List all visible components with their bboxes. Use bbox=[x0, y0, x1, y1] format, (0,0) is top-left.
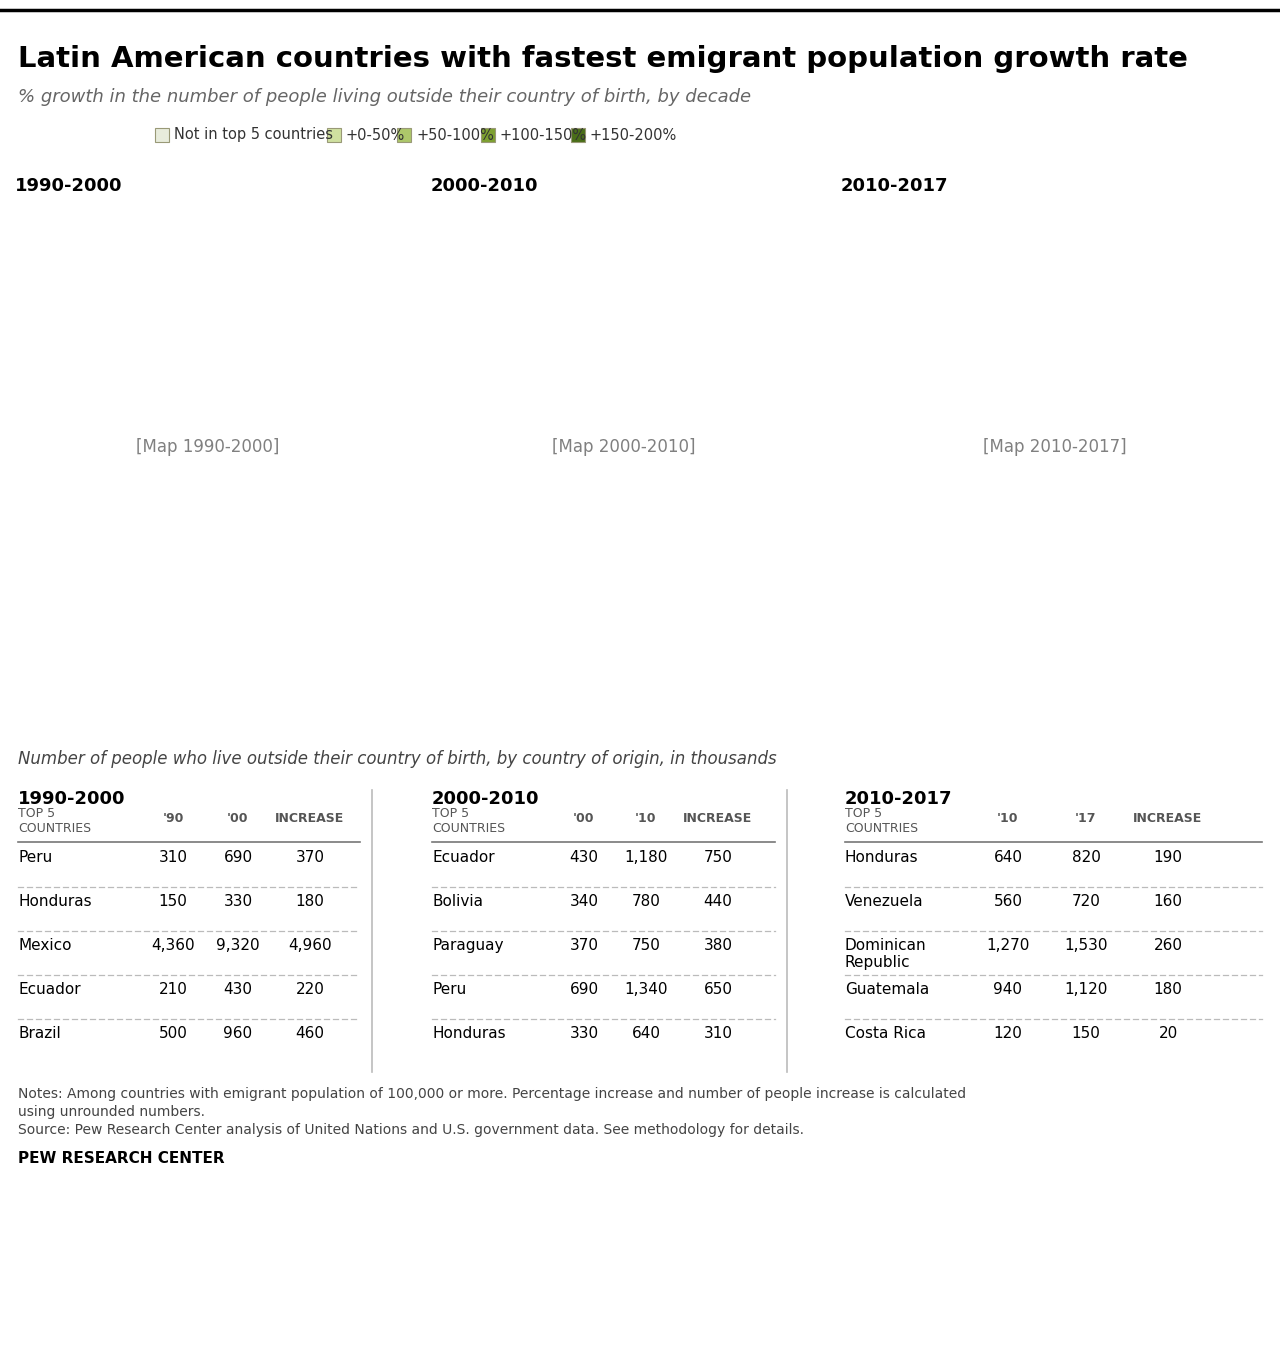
Text: 650: 650 bbox=[704, 982, 732, 997]
Text: using unrounded numbers.: using unrounded numbers. bbox=[18, 1104, 205, 1119]
Text: 330: 330 bbox=[570, 1025, 599, 1040]
Text: INCREASE: INCREASE bbox=[1133, 812, 1203, 826]
Text: % growth in the number of people living outside their country of birth, by decad: % growth in the number of people living … bbox=[18, 88, 751, 106]
Text: [Map 2010-2017]: [Map 2010-2017] bbox=[983, 438, 1126, 457]
Text: 1990-2000: 1990-2000 bbox=[14, 177, 122, 196]
Text: 640: 640 bbox=[993, 850, 1023, 865]
Text: 750: 750 bbox=[704, 850, 732, 865]
Text: [Map 2000-2010]: [Map 2000-2010] bbox=[552, 438, 696, 457]
Text: 960: 960 bbox=[224, 1025, 252, 1040]
Text: Brazil: Brazil bbox=[18, 1025, 60, 1040]
Text: 340: 340 bbox=[570, 894, 599, 908]
Text: TOP 5
COUNTRIES: TOP 5 COUNTRIES bbox=[433, 806, 506, 835]
Text: TOP 5
COUNTRIES: TOP 5 COUNTRIES bbox=[845, 806, 918, 835]
Text: 500: 500 bbox=[159, 1025, 187, 1040]
Text: [Map 1990-2000]: [Map 1990-2000] bbox=[136, 438, 280, 457]
Text: Ecuador: Ecuador bbox=[433, 850, 494, 865]
Text: 2010-2017: 2010-2017 bbox=[845, 790, 952, 808]
Text: 120: 120 bbox=[993, 1025, 1023, 1040]
Text: 160: 160 bbox=[1153, 894, 1183, 908]
Text: 780: 780 bbox=[631, 894, 660, 908]
Text: TOP 5
COUNTRIES: TOP 5 COUNTRIES bbox=[18, 806, 91, 835]
Text: 2000-2010: 2000-2010 bbox=[430, 177, 538, 196]
Text: 310: 310 bbox=[159, 850, 187, 865]
Text: 1,180: 1,180 bbox=[625, 850, 668, 865]
Text: INCREASE: INCREASE bbox=[275, 812, 344, 826]
Text: 690: 690 bbox=[224, 850, 252, 865]
Text: Notes: Among countries with emigrant population of 100,000 or more. Percentage i: Notes: Among countries with emigrant pop… bbox=[18, 1087, 966, 1102]
Text: 560: 560 bbox=[993, 894, 1023, 908]
Text: 4,960: 4,960 bbox=[288, 938, 332, 953]
Text: Peru: Peru bbox=[18, 850, 52, 865]
Text: 440: 440 bbox=[704, 894, 732, 908]
Text: Guatemala: Guatemala bbox=[845, 982, 929, 997]
Text: '00: '00 bbox=[228, 812, 248, 826]
Text: Paraguay: Paraguay bbox=[433, 938, 503, 953]
Text: Venezuela: Venezuela bbox=[845, 894, 924, 908]
Text: 220: 220 bbox=[296, 982, 324, 997]
Text: +100-150%: +100-150% bbox=[499, 128, 588, 143]
Text: 1,120: 1,120 bbox=[1064, 982, 1107, 997]
Text: Source: Pew Research Center analysis of United Nations and U.S. government data.: Source: Pew Research Center analysis of … bbox=[18, 1123, 804, 1137]
Text: Latin American countries with fastest emigrant population growth rate: Latin American countries with fastest em… bbox=[18, 45, 1188, 73]
Text: 380: 380 bbox=[704, 938, 732, 953]
Text: 460: 460 bbox=[296, 1025, 325, 1040]
Text: Bolivia: Bolivia bbox=[433, 894, 483, 908]
Text: 940: 940 bbox=[993, 982, 1023, 997]
Bar bbox=[481, 128, 495, 141]
Text: 750: 750 bbox=[631, 938, 660, 953]
Text: 210: 210 bbox=[159, 982, 187, 997]
Text: 330: 330 bbox=[224, 894, 252, 908]
Text: 1,270: 1,270 bbox=[987, 938, 1029, 953]
Text: Dominican
Republic: Dominican Republic bbox=[845, 938, 927, 971]
Text: Number of people who live outside their country of birth, by country of origin, : Number of people who live outside their … bbox=[18, 749, 777, 768]
Text: Honduras: Honduras bbox=[433, 1025, 506, 1040]
Text: 1990-2000: 1990-2000 bbox=[18, 790, 125, 808]
Text: Costa Rica: Costa Rica bbox=[845, 1025, 925, 1040]
Text: Mexico: Mexico bbox=[18, 938, 72, 953]
Text: INCREASE: INCREASE bbox=[684, 812, 753, 826]
Text: 180: 180 bbox=[296, 894, 324, 908]
Text: 260: 260 bbox=[1153, 938, 1183, 953]
Text: 820: 820 bbox=[1071, 850, 1101, 865]
Bar bbox=[397, 128, 411, 141]
Text: 4,360: 4,360 bbox=[151, 938, 195, 953]
Text: Not in top 5 countries: Not in top 5 countries bbox=[174, 128, 333, 143]
Text: 370: 370 bbox=[296, 850, 325, 865]
Text: 2000-2010: 2000-2010 bbox=[433, 790, 539, 808]
Text: Peru: Peru bbox=[433, 982, 466, 997]
Text: 150: 150 bbox=[159, 894, 187, 908]
Text: 180: 180 bbox=[1153, 982, 1183, 997]
Text: 430: 430 bbox=[224, 982, 252, 997]
Text: 150: 150 bbox=[1071, 1025, 1101, 1040]
Text: 430: 430 bbox=[570, 850, 599, 865]
Text: 640: 640 bbox=[631, 1025, 660, 1040]
Text: 1,530: 1,530 bbox=[1064, 938, 1107, 953]
Text: '90: '90 bbox=[163, 812, 184, 826]
Text: '10: '10 bbox=[997, 812, 1019, 826]
Text: '17: '17 bbox=[1075, 812, 1097, 826]
Bar bbox=[155, 128, 169, 141]
Text: 370: 370 bbox=[570, 938, 599, 953]
Text: 1,340: 1,340 bbox=[625, 982, 668, 997]
Text: Honduras: Honduras bbox=[845, 850, 919, 865]
Text: Ecuador: Ecuador bbox=[18, 982, 81, 997]
Text: +150-200%: +150-200% bbox=[590, 128, 677, 143]
Text: 2010-2017: 2010-2017 bbox=[841, 177, 948, 196]
Text: PEW RESEARCH CENTER: PEW RESEARCH CENTER bbox=[18, 1151, 224, 1166]
Text: 720: 720 bbox=[1071, 894, 1101, 908]
Text: +0-50%: +0-50% bbox=[346, 128, 404, 143]
Text: 20: 20 bbox=[1158, 1025, 1178, 1040]
Text: '00: '00 bbox=[573, 812, 595, 826]
Text: +50-100%: +50-100% bbox=[416, 128, 494, 143]
Text: '10: '10 bbox=[635, 812, 657, 826]
Text: 310: 310 bbox=[704, 1025, 732, 1040]
Bar bbox=[326, 128, 340, 141]
Bar bbox=[571, 128, 585, 141]
Text: 9,320: 9,320 bbox=[216, 938, 260, 953]
Text: Honduras: Honduras bbox=[18, 894, 92, 908]
Text: 690: 690 bbox=[570, 982, 599, 997]
Text: 190: 190 bbox=[1153, 850, 1183, 865]
